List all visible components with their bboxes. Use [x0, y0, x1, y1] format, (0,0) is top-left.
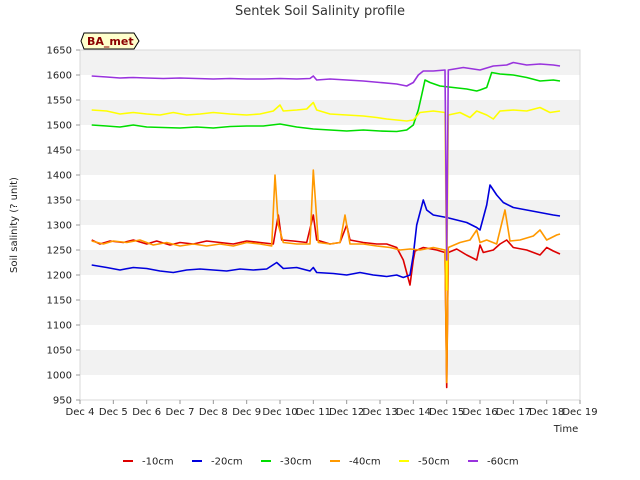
grid-band: [80, 150, 580, 175]
x-tick-label: Dec 16: [462, 407, 497, 418]
y-tick-label: 1550: [47, 96, 72, 107]
y-tick-label: 1300: [47, 221, 72, 232]
legend: -10cm -20cm -30cm -40cm -50cm -60cm: [123, 457, 519, 468]
grid-band: [80, 200, 580, 225]
x-tick-label: Dec 9: [232, 407, 261, 418]
y-tick-label: 1600: [47, 71, 72, 82]
grid-band: [80, 100, 580, 125]
y-tick-label: 1250: [47, 246, 72, 257]
grid-band: [80, 300, 580, 325]
x-tick-label: Dec 15: [429, 407, 464, 418]
y-tick-label: 1400: [47, 171, 72, 182]
x-tick-label: Dec 14: [396, 407, 431, 418]
y-axis-ticks: 950 1000 1050 1100 1150 1200 1250 1300 1350 1400 1…: [47, 46, 80, 407]
legend-label: -40cm: [349, 457, 381, 468]
legend-label: -60cm: [487, 457, 519, 468]
x-tick-label: Dec 6: [132, 407, 161, 418]
y-tick-label: 1000: [47, 371, 72, 382]
x-axis-title: Time: [553, 424, 578, 435]
x-tick-label: Dec 5: [99, 407, 128, 418]
site-badge: BA_met: [80, 32, 140, 50]
x-tick-label: Dec 4: [66, 407, 95, 418]
grid-band: [80, 50, 580, 75]
x-axis-ticks: Dec 4 Dec 5 Dec 6 Dec 7 Dec 8 Dec 9 Dec 10Dec …: [66, 400, 598, 418]
grid-band: [80, 125, 580, 150]
series-lines: [91, 61, 561, 389]
y-axis-title: Soil salinity (? unit): [9, 177, 20, 273]
chart-title: Sentek Soil Salinity profile: [235, 4, 405, 19]
x-tick-label: Dec 19: [562, 407, 597, 418]
y-tick-label: 1150: [47, 296, 72, 307]
grid-band: [80, 275, 580, 300]
grid-band: [80, 350, 580, 375]
grid-band: [80, 225, 580, 250]
series-line-2: [91, 184, 561, 279]
x-tick-label: Dec 10: [262, 407, 297, 418]
y-tick-label: 1200: [47, 271, 72, 282]
y-tick-label: 1500: [47, 121, 72, 132]
x-tick-label: Dec 8: [199, 407, 228, 418]
series-line-4: [91, 169, 561, 384]
legend-label: -50cm: [418, 457, 450, 468]
grid-band: [80, 375, 580, 400]
x-tick-label: Dec 12: [329, 407, 364, 418]
x-tick-label: Dec 17: [496, 407, 531, 418]
grid-bands: [79, 49, 581, 401]
x-tick-label: Dec 11: [296, 407, 331, 418]
y-tick-label: 1650: [47, 46, 72, 57]
legend-label: -10cm: [142, 457, 174, 468]
badge-label: BA_met: [87, 35, 134, 48]
legend-label: -30cm: [280, 457, 312, 468]
series-line-5: [91, 101, 561, 291]
series-line-1: [91, 214, 561, 389]
y-tick-label: 1050: [47, 346, 72, 357]
x-tick-label: Dec 7: [166, 407, 195, 418]
x-tick-label: Dec 13: [362, 407, 397, 418]
series-line-3: [91, 71, 561, 133]
y-tick-label: 1350: [47, 196, 72, 207]
legend-label: -20cm: [211, 457, 243, 468]
y-tick-label: 1450: [47, 146, 72, 157]
badge-background: [80, 32, 140, 50]
y-tick-label: 1100: [47, 321, 72, 332]
y-tick-label: 950: [53, 396, 72, 407]
grid-band: [80, 325, 580, 350]
grid-band: [80, 250, 580, 275]
series-line-6: [91, 61, 561, 261]
x-tick-label: Dec 18: [529, 407, 564, 418]
grid-band: [80, 175, 580, 200]
